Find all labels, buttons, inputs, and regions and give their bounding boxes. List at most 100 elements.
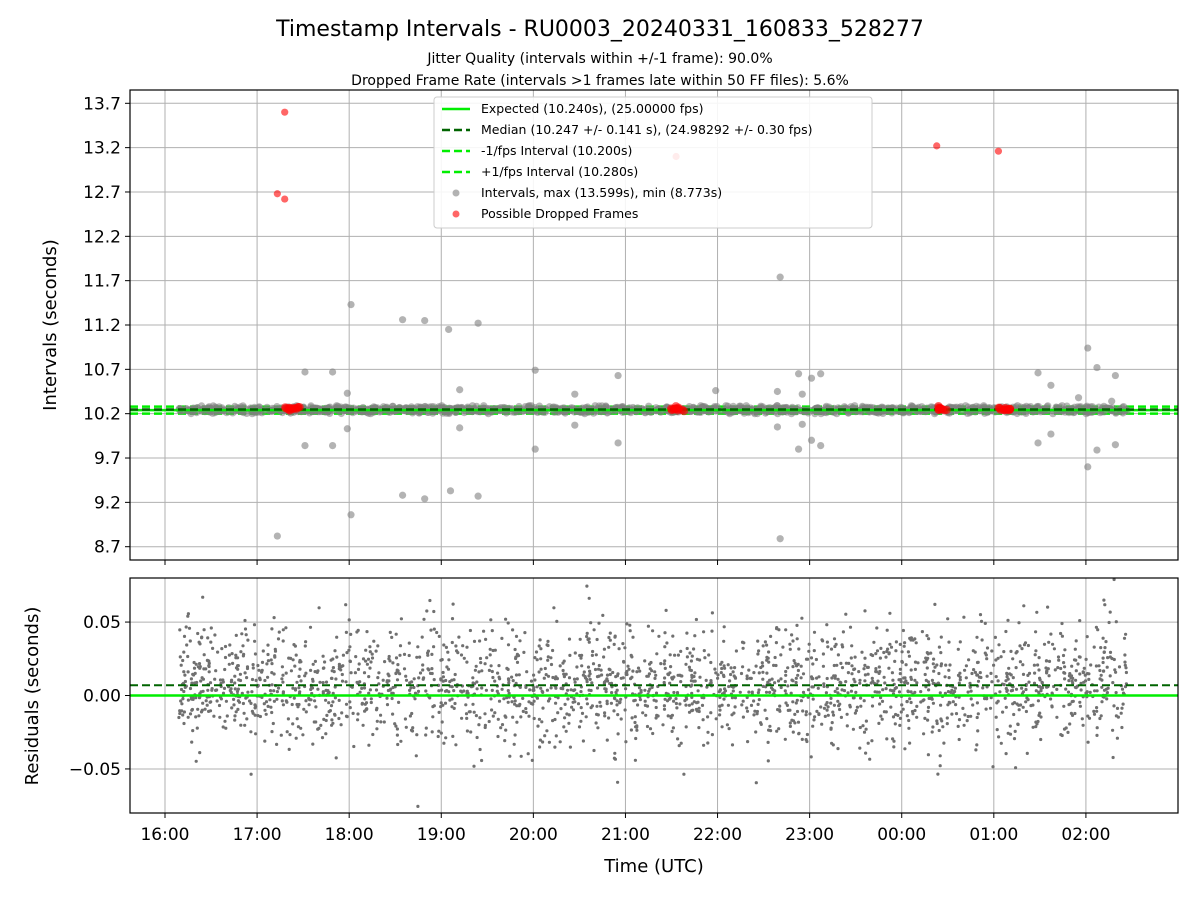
legend-label-median: Median (10.247 +/- 0.141 s), (24.98292 +…: [481, 122, 812, 137]
residual-point: [243, 618, 247, 623]
residual-point: [631, 669, 635, 673]
residual-point: [496, 671, 500, 675]
residual-point: [472, 710, 476, 714]
residual-point: [863, 609, 867, 613]
residual-point: [728, 679, 732, 683]
residual-point: [909, 668, 913, 672]
residual-point: [692, 700, 696, 704]
residual-point: [644, 713, 648, 717]
residual-point: [478, 656, 483, 661]
residual-point: [777, 628, 781, 632]
residual-point: [192, 660, 196, 665]
residual-point: [655, 652, 659, 656]
residual-point: [348, 659, 352, 664]
residual-point: [989, 671, 993, 676]
residual-point: [1106, 656, 1110, 660]
residual-point: [391, 712, 395, 716]
residual-point: [605, 699, 609, 703]
residual-point: [1020, 647, 1024, 651]
residual-point: [731, 670, 735, 674]
residual-point: [418, 655, 422, 659]
residual-point: [966, 714, 970, 719]
residual-point: [587, 596, 591, 600]
residual-point: [304, 699, 308, 703]
residual-point: [694, 707, 699, 712]
residual-point: [546, 699, 551, 703]
residual-point: [1024, 700, 1028, 704]
residual-point: [726, 663, 730, 667]
interval-point: [798, 390, 806, 398]
residual-point: [1101, 656, 1105, 660]
residual-point: [362, 686, 367, 690]
residual-point: [183, 673, 187, 677]
residual-point: [1025, 696, 1029, 700]
residual-point: [1068, 722, 1072, 726]
residual-point: [376, 644, 380, 648]
residual-point: [506, 621, 510, 625]
residual-point: [194, 662, 198, 666]
residual-point: [416, 804, 420, 809]
residual-point: [285, 700, 289, 704]
residual-point: [665, 699, 670, 703]
residual-point: [792, 659, 796, 663]
residual-point: [844, 661, 849, 665]
residual-point: [303, 644, 307, 648]
residual-point: [542, 676, 546, 680]
residual-point: [286, 717, 290, 721]
residual-point: [702, 649, 706, 653]
residual-point: [500, 723, 505, 727]
residual-point: [836, 653, 841, 657]
residual-point: [835, 687, 839, 691]
residual-point: [569, 688, 573, 692]
residual-point: [757, 698, 761, 702]
residual-point: [579, 656, 583, 660]
residual-point: [891, 737, 895, 741]
residual-point: [270, 627, 274, 631]
residual-point: [930, 697, 934, 701]
residual-point: [1120, 706, 1124, 710]
residual-point: [829, 701, 833, 705]
residual-point: [437, 689, 441, 693]
residual-point: [266, 704, 270, 709]
residual-point: [970, 671, 974, 676]
residual-point: [768, 724, 772, 728]
residual-point: [597, 674, 601, 678]
residual-point: [894, 640, 899, 644]
residual-point: [284, 671, 288, 675]
residual-point: [840, 688, 844, 692]
residual-point: [1092, 712, 1097, 716]
interval-point: [445, 325, 453, 334]
residual-point: [398, 672, 402, 676]
residual-point: [662, 707, 667, 711]
residual-point: [462, 689, 466, 693]
residual-point: [465, 660, 469, 664]
residual-point: [961, 706, 965, 711]
residual-point: [889, 705, 893, 709]
residual-point: [1074, 669, 1078, 673]
residual-point: [194, 715, 198, 719]
residual-point: [862, 667, 866, 671]
residual-point: [947, 640, 951, 644]
residual-point: [965, 719, 969, 723]
interval-point: [571, 421, 579, 429]
residual-point: [759, 665, 763, 670]
residual-point: [580, 664, 584, 668]
residual-point: [638, 669, 642, 673]
residual-point: [1067, 679, 1071, 683]
residual-point: [519, 715, 523, 719]
residual-point: [189, 677, 193, 681]
residual-point: [683, 699, 687, 703]
residual-point: [465, 645, 469, 649]
residual-point: [334, 677, 338, 681]
residual-point: [845, 712, 849, 716]
residual-point: [450, 640, 454, 645]
residual-point: [931, 662, 935, 666]
residual-point: [469, 730, 473, 734]
residual-point: [272, 699, 276, 703]
residual-point: [210, 688, 214, 692]
residual-point: [935, 721, 939, 726]
residual-point: [298, 667, 302, 671]
residual-point: [188, 686, 193, 691]
residual-point: [491, 648, 495, 653]
residual-point: [896, 713, 900, 718]
